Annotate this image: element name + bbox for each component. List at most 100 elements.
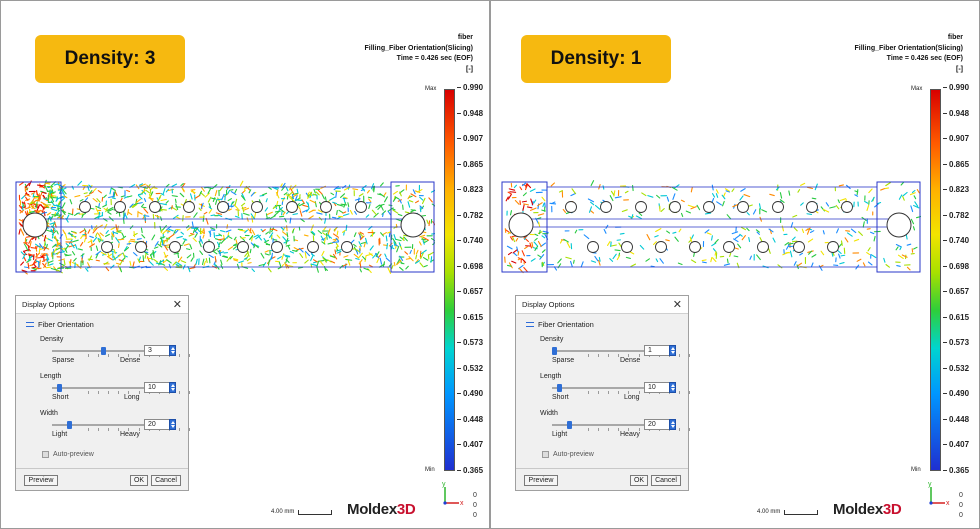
legend-min-label: Min	[425, 467, 435, 473]
width-value: 20	[648, 421, 656, 428]
length-slider[interactable]	[552, 384, 690, 394]
hole	[689, 241, 701, 253]
close-icon[interactable]: ✕	[672, 299, 682, 311]
hole	[827, 241, 839, 253]
length-slider-thumb[interactable]	[56, 384, 62, 392]
legend-tick-label: 0.407	[943, 440, 969, 449]
width-slider-thumb[interactable]	[566, 421, 572, 429]
dialog-title: Display Options	[22, 300, 75, 309]
length-label: Length	[40, 373, 62, 380]
length-slider-thumb[interactable]	[556, 384, 562, 392]
hole	[271, 241, 283, 253]
legend-tick-label: 0.698	[457, 262, 483, 271]
dialog-titlebar: Display Options ✕	[516, 296, 688, 314]
left-pin-hole	[508, 212, 534, 238]
header-line2: Filling_Fiber Orientation(Slicing)	[364, 44, 473, 52]
right-pin-hole	[400, 212, 426, 238]
length-slider[interactable]	[52, 384, 190, 394]
length-spinbox[interactable]: 10	[644, 382, 676, 393]
density-label: Density	[540, 336, 564, 343]
legend-ticks: 0.990 0.948 0.907 0.865 0.823 0.782 0.740 0.698…	[457, 83, 497, 475]
hole	[307, 241, 319, 253]
density-value: 3	[148, 347, 152, 354]
legend-tick-label: 0.740	[943, 236, 969, 245]
legend-tick-label: 0.573	[943, 338, 969, 347]
legend-tick-label: 0.907	[943, 134, 969, 143]
density-min-label: Sparse	[552, 357, 575, 364]
width-min-label: Light	[52, 431, 68, 438]
density-spin-arrows-icon[interactable]	[169, 345, 176, 356]
hole	[669, 201, 681, 213]
density-slider[interactable]	[552, 347, 690, 357]
width-slider[interactable]	[52, 421, 190, 431]
density-slider-thumb[interactable]	[552, 347, 557, 355]
auto-preview-label: Auto-preview	[53, 451, 94, 458]
length-spin-arrows-icon[interactable]	[669, 382, 676, 393]
scale-label: 4.00 mm	[757, 509, 781, 515]
width-slider-thumb[interactable]	[66, 421, 72, 429]
ok-button[interactable]: OK	[130, 475, 148, 486]
density-spinbox[interactable]: 3	[144, 345, 176, 356]
result-header: fiber Filling_Fiber Orientation(Slicing)…	[364, 33, 473, 75]
left-pin-hole	[22, 212, 48, 238]
width-spin-arrows-icon[interactable]	[169, 419, 176, 430]
width-label: Width	[40, 410, 58, 417]
width-spinbox[interactable]: 20	[644, 419, 676, 430]
legend-tick-label: 0.490	[457, 389, 483, 398]
axis-y-label: y	[442, 481, 446, 488]
sliders-icon	[26, 321, 34, 329]
color-legend-bar	[444, 89, 455, 471]
header-unit: [-]	[466, 65, 473, 73]
header-unit: [-]	[956, 65, 963, 73]
checkbox-box[interactable]	[42, 451, 49, 458]
legend-tick-label: 0.573	[457, 338, 483, 347]
width-slider[interactable]	[552, 421, 690, 431]
legend-tick-label: 0.990	[457, 83, 483, 92]
cancel-button[interactable]: Cancel	[651, 475, 681, 486]
width-max-label: Heavy	[620, 431, 640, 438]
hole	[355, 201, 367, 213]
hole	[793, 241, 805, 253]
preview-button[interactable]: Preview	[24, 475, 58, 486]
header-line1: fiber	[457, 34, 473, 41]
density-spin-arrows-icon[interactable]	[669, 345, 676, 356]
legend-tick-label: 0.907	[457, 134, 483, 143]
length-spin-arrows-icon[interactable]	[169, 382, 176, 393]
ok-button[interactable]: OK	[630, 475, 648, 486]
length-spinbox[interactable]: 10	[144, 382, 176, 393]
panel-density-3: Density: 3 fiber Filling_Fiber Orientati…	[0, 0, 490, 529]
legend-tick-label: 0.657	[943, 287, 969, 296]
preview-button[interactable]: Preview	[524, 475, 558, 486]
hole	[600, 201, 612, 213]
scale-bar: 4.00 mm	[271, 509, 333, 515]
section-label: Fiber Orientation	[538, 320, 594, 329]
legend-tick-label: 0.990	[943, 83, 969, 92]
close-icon[interactable]: ✕	[172, 299, 182, 311]
scale-bar: 4.00 mm	[757, 509, 819, 515]
dialog-title: Display Options	[522, 300, 575, 309]
width-spin-arrows-icon[interactable]	[669, 419, 676, 430]
auto-preview-checkbox[interactable]: Auto-preview	[42, 451, 94, 458]
hole	[806, 201, 818, 213]
color-legend-bar	[930, 89, 941, 471]
hole	[79, 201, 91, 213]
hole	[841, 201, 853, 213]
checkbox-box[interactable]	[542, 451, 549, 458]
density-spinbox[interactable]: 1	[644, 345, 676, 356]
fiber-orientation-section: Fiber Orientation	[26, 320, 94, 329]
scale-bar-line	[784, 509, 819, 515]
moldex3d-logo: Moldex3D	[347, 501, 416, 518]
density-slider-thumb[interactable]	[100, 347, 106, 355]
legend-tick-label: 0.740	[457, 236, 483, 245]
hole	[101, 241, 113, 253]
hole	[114, 201, 126, 213]
legend-tick-label: 0.615	[943, 313, 969, 322]
hole	[565, 201, 577, 213]
axis-triad-icon: y x	[928, 481, 950, 507]
auto-preview-checkbox[interactable]: Auto-preview	[542, 451, 594, 458]
density-max-label: Dense	[120, 357, 141, 364]
density-slider[interactable]	[52, 347, 190, 357]
cancel-button[interactable]: Cancel	[151, 475, 181, 486]
width-spinbox[interactable]: 20	[144, 419, 176, 430]
